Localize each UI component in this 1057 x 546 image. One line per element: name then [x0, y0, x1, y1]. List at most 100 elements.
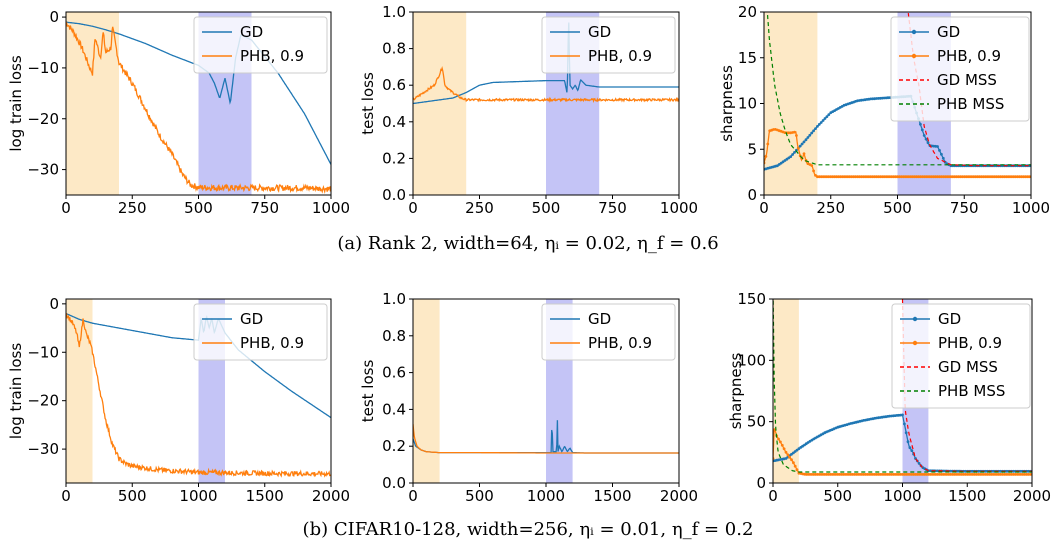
- marker: [780, 443, 784, 447]
- orange-band: [413, 299, 440, 483]
- marker: [827, 175, 831, 179]
- legend-box: [193, 303, 328, 361]
- series-phb-mss: [773, 299, 1032, 473]
- marker: [940, 152, 943, 156]
- x-tick-label: 1000: [883, 487, 921, 505]
- y-tick-label: 0.8: [382, 327, 406, 345]
- legend-label: GD: [588, 23, 611, 41]
- legend: GD PHB, 0.9: [193, 303, 328, 361]
- marker: [802, 152, 806, 156]
- marker: [919, 122, 922, 126]
- marker: [795, 134, 798, 137]
- x-tick-label: 250: [118, 199, 147, 217]
- y-tick-label: 5: [747, 140, 757, 158]
- y-tick-label: −30: [27, 440, 59, 458]
- x-tick-label: 500: [823, 487, 852, 505]
- marker: [821, 119, 825, 122]
- legend: GD PHB, 0.9: [541, 303, 676, 361]
- panel-a-sharp: 0 250 500 750 1000 0 5 10 15 20 sharpness GD PHB, 0.…: [718, 3, 1050, 217]
- legend-label: PHB, 0.9: [588, 334, 652, 352]
- y-tick-label: 1.0: [382, 290, 406, 308]
- y-axis-label: sharpness: [718, 65, 736, 142]
- series-phb-0-9: [413, 424, 679, 454]
- x-tick-label: 0: [768, 487, 778, 505]
- y-tick-label: −10: [27, 343, 59, 361]
- marker: [802, 140, 806, 144]
- marker: [793, 130, 796, 134]
- panel-a-test: 0 250 500 750 1000 0.0 0.2 0.4 0.6 0.8 1.0 test los…: [359, 3, 698, 217]
- legend-label: GD: [240, 23, 263, 41]
- marker: [789, 155, 793, 159]
- marker: [814, 127, 817, 130]
- legend-label: PHB MSS: [938, 382, 1005, 400]
- legend-label: GD MSS: [937, 71, 997, 89]
- marker: [790, 458, 793, 462]
- marker: [922, 134, 926, 137]
- x-tick-label: 2000: [1013, 487, 1051, 505]
- marker: [766, 142, 770, 146]
- y-tick-label: 15: [738, 49, 757, 67]
- marker: [795, 468, 799, 472]
- marker: [796, 147, 800, 150]
- x-tick-label: 250: [816, 199, 845, 217]
- marker: [788, 455, 791, 459]
- marker: [910, 449, 914, 452]
- marker: [825, 115, 829, 118]
- marker: [917, 462, 921, 465]
- legend-marker: [912, 340, 918, 346]
- legend-label: PHB MSS: [937, 95, 1004, 113]
- x-tick-label: 0: [759, 199, 769, 217]
- marker: [800, 142, 804, 146]
- legend-box: [890, 16, 1030, 122]
- marker: [901, 413, 904, 417]
- legend-box: [541, 16, 676, 74]
- legend: GD PHB, 0.9 GD MSS PHB MSS: [891, 303, 1031, 409]
- y-tick-label: 0.4: [382, 400, 406, 418]
- legend-label: PHB, 0.9: [240, 334, 304, 352]
- y-tick-label: 0.6: [382, 76, 406, 94]
- legend: GD PHB, 0.9: [193, 16, 328, 74]
- marker: [777, 437, 780, 441]
- orange-band: [773, 299, 799, 483]
- x-tick-label: 1500: [593, 487, 631, 505]
- panel-b-sharp: 0 500 1000 1500 2000 0 50 100 150 sharpness GD PHB,…: [727, 290, 1051, 505]
- marker: [987, 175, 991, 179]
- marker: [786, 453, 790, 457]
- legend-label: PHB, 0.9: [938, 334, 1002, 352]
- x-tick-label: 2000: [660, 487, 698, 505]
- x-tick-label: 1000: [527, 487, 565, 505]
- marker: [793, 464, 797, 468]
- y-tick-label: −30: [27, 161, 59, 179]
- legend-box: [891, 303, 1031, 409]
- y-tick-label: 0: [49, 295, 59, 313]
- marker: [804, 138, 808, 142]
- series-phb-0-9: [66, 21, 331, 194]
- y-axis-label: log train loss: [7, 343, 25, 439]
- series-phb-0-9: [413, 66, 679, 104]
- legend-label: PHB, 0.9: [588, 47, 652, 65]
- y-tick-label: 0.0: [382, 186, 406, 204]
- marker: [908, 446, 912, 450]
- y-tick-label: 1.0: [382, 3, 406, 21]
- marker: [938, 149, 941, 152]
- y-tick-label: 0: [756, 474, 766, 492]
- x-tick-label: 1000: [660, 199, 698, 217]
- marker: [920, 128, 924, 132]
- x-tick-label: 750: [250, 199, 279, 217]
- marker: [798, 144, 802, 148]
- legend-label: GD: [588, 310, 611, 328]
- x-tick-label: 0: [61, 199, 71, 217]
- markers-phb-0-9: [773, 428, 1032, 476]
- marker: [817, 123, 821, 126]
- y-axis-label: test loss: [359, 72, 377, 135]
- y-tick-label: 20: [738, 3, 757, 21]
- legend-label: GD: [937, 23, 960, 41]
- orange-band: [66, 299, 93, 483]
- x-tick-label: 750: [598, 199, 627, 217]
- y-tick-label: 0: [747, 186, 757, 204]
- marker: [941, 156, 945, 160]
- series-phb-0-9: [66, 312, 331, 478]
- marker: [823, 117, 827, 120]
- x-tick-label: 1000: [179, 487, 217, 505]
- marker: [810, 164, 814, 167]
